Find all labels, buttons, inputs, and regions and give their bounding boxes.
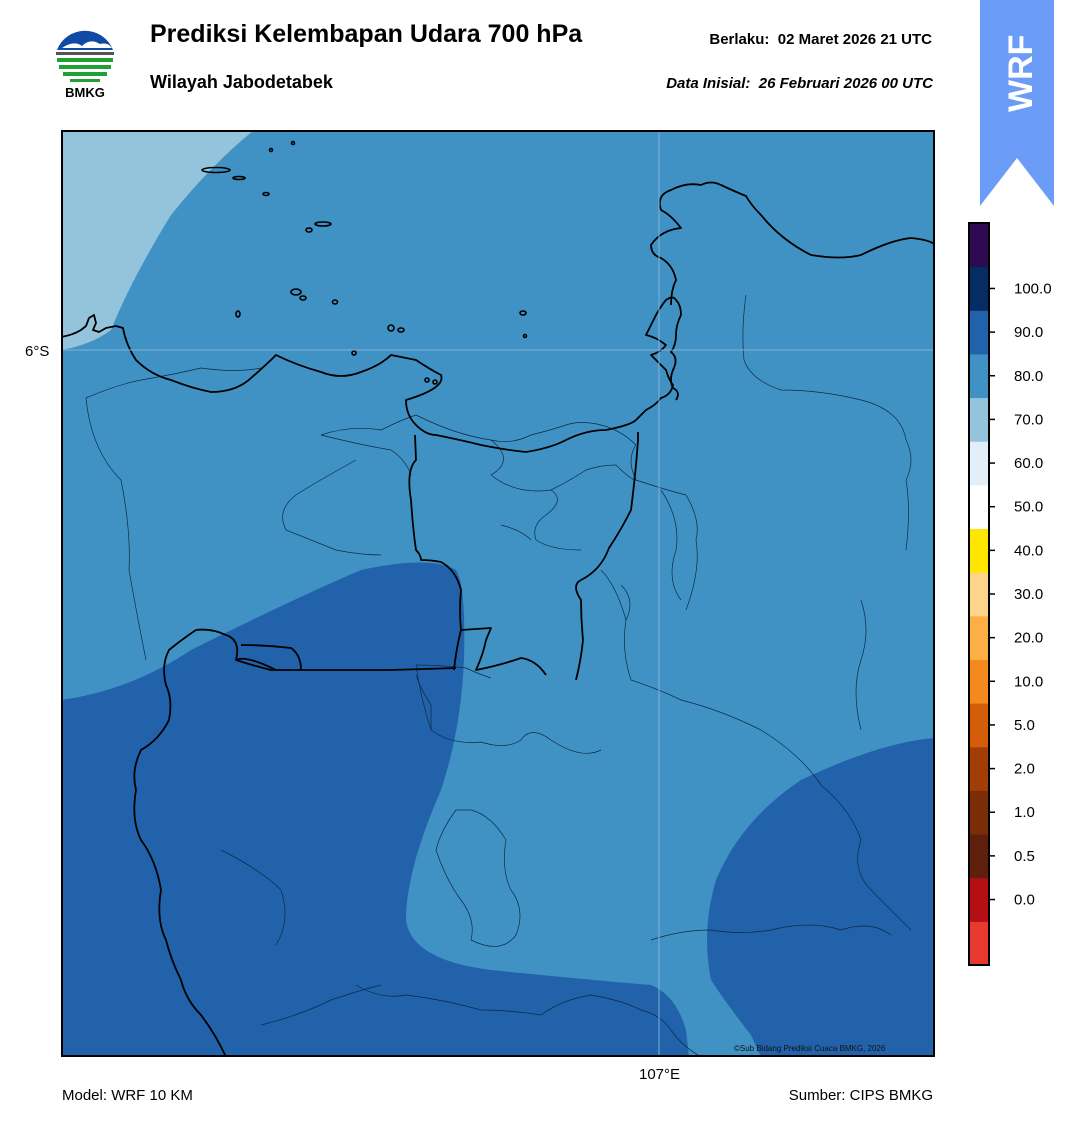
colorbar-cell: [969, 397, 989, 442]
humidity-80-90-area-west: [61, 562, 689, 1057]
valid-value: 02 Maret 2026 21 UTC: [777, 31, 932, 48]
colorbar-label: 0.0: [1014, 892, 1035, 909]
colorbar-label: 5.0: [1014, 717, 1035, 734]
init-value: 26 Februari 2026 00 UTC: [758, 75, 933, 92]
colorbar-ticks: [989, 287, 995, 901]
source-info: Sumber: CIPS BMKG: [788, 1087, 933, 1104]
init-label: Data Inisial:: [666, 75, 751, 92]
colorbar-cell: [969, 353, 989, 399]
colorbar-label: 40.0: [1014, 542, 1043, 559]
colorbar-label: 100.0: [1014, 280, 1052, 297]
bmkg-logo-icon: [54, 23, 116, 85]
colorbar-cell: [969, 223, 989, 268]
colorbar-labels: 0.0 0.5 1.0 2.0 5.0 10.0 20.0 30.0 40.0 50.0 60.0 7…: [1014, 280, 1052, 908]
map-subtitle: Wilayah Jabodetabek: [150, 72, 333, 92]
colorbar-cell: [969, 790, 989, 835]
humidity-60-70-area: [61, 130, 254, 350]
colorbar-cell: [969, 572, 989, 617]
map-title: Prediksi Kelembapan Udara 700 hPa: [150, 20, 583, 48]
colorbar-label: 2.0: [1014, 761, 1035, 778]
logo-text: BMKG: [65, 85, 105, 100]
colorbar-label: 1.0: [1014, 804, 1035, 821]
colorbar-label: 0.5: [1014, 848, 1035, 865]
init-time: Data Inisial: 26 Februari 2026 00 UTC: [666, 75, 933, 92]
wrf-badge-text: WRF: [1002, 35, 1040, 112]
coastline: [61, 181, 935, 1057]
map-credit: ©Sub Bidang Prediksi Cuaca BMKG, 2026: [734, 1044, 886, 1053]
colorbar-cell: [969, 615, 989, 660]
wrf-badge-shape: [980, 0, 1054, 206]
colorbar-cell: [969, 921, 989, 966]
colorbar-label: 10.0: [1014, 673, 1043, 690]
model-info: Model: WRF 10 KM: [62, 1087, 193, 1104]
islands: [201, 140, 528, 385]
latitude-label: 6°S: [25, 343, 50, 360]
colorbar-label: 80.0: [1014, 368, 1043, 385]
colorbar-cell: [969, 441, 989, 486]
colorbar-cell: [969, 310, 989, 355]
humidity-map: [61, 130, 935, 1057]
colorbar-label: 50.0: [1014, 499, 1043, 516]
valid-label: Berlaku:: [709, 31, 770, 48]
regency-boundaries: [85, 294, 912, 1057]
colorbar-cells: [969, 223, 989, 966]
colorbar-cell: [969, 266, 989, 311]
map-frame: [61, 130, 935, 1057]
colorbar-label: 90.0: [1014, 324, 1043, 341]
colorbar-cell: [969, 746, 989, 791]
colorbar-label: 20.0: [1014, 630, 1043, 647]
wrf-badge: WRF: [980, 0, 1054, 206]
colorbar-cell: [969, 834, 989, 879]
colorbar-cell: [969, 484, 989, 530]
colorbar-label: 70.0: [1014, 411, 1043, 428]
valid-time: Berlaku: 02 Maret 2026 21 UTC: [709, 31, 932, 48]
longitude-label: 107°E: [639, 1066, 681, 1083]
colorbar-cell: [969, 659, 989, 704]
colorbar-cell: [969, 528, 989, 573]
colorbar-label: 60.0: [1014, 455, 1043, 472]
colorbar-cell: [969, 703, 989, 748]
colorbar-label: 30.0: [1014, 586, 1043, 603]
colorbar-cell: [969, 877, 989, 922]
humidity-80-90-area-east: [707, 738, 935, 1057]
colorbar: 0.0 0.5 1.0 2.0 5.0 10.0 20.0 30.0 40.0 50.0 60.0 7…: [968, 222, 1052, 966]
